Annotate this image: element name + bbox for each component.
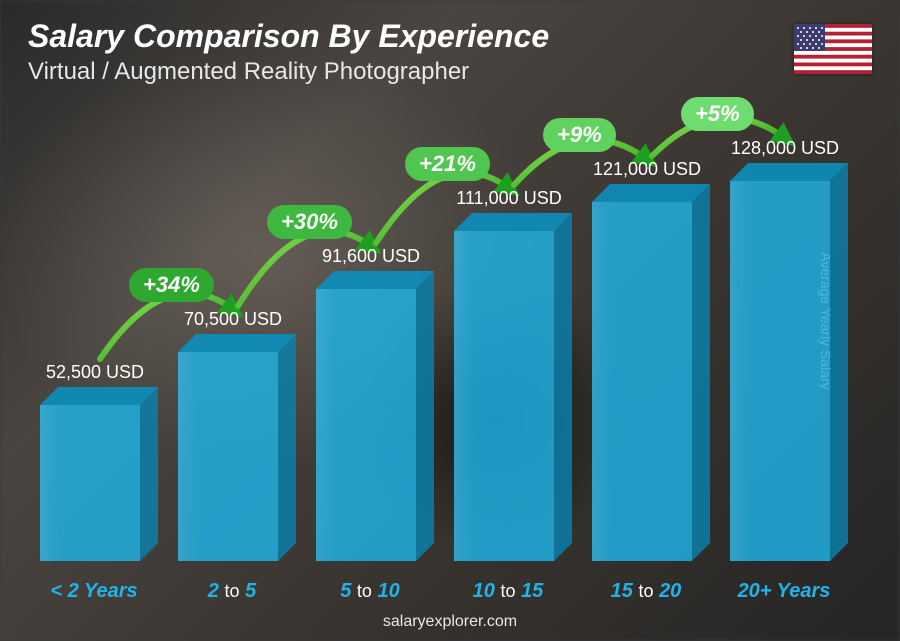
pct-badge: +5%	[681, 97, 754, 131]
content-layer: Salary Comparison By Experience Virtual …	[0, 0, 900, 641]
chart-title: Salary Comparison By Experience	[28, 18, 549, 55]
bar	[444, 231, 564, 561]
bar	[306, 289, 426, 561]
bar-value-label: 121,000 USD	[577, 159, 717, 180]
x-axis-label: 20+ Years	[715, 580, 853, 603]
pct-badge: +21%	[405, 147, 490, 181]
bar	[582, 202, 702, 561]
bar-value-label: 91,600 USD	[301, 246, 441, 267]
pct-badge: +30%	[267, 205, 352, 239]
bar-chart: 52,500 USD70,500 USD91,600 USD111,000 US…	[30, 100, 860, 561]
bar-value-label: 70,500 USD	[163, 309, 303, 330]
bar	[30, 405, 150, 561]
chart-subtitle: Virtual / Augmented Reality Photographer	[28, 58, 469, 86]
bar-value-label: 128,000 USD	[715, 138, 855, 159]
flag-icon	[794, 24, 872, 74]
footer-source: salaryexplorer.com	[0, 613, 900, 631]
pct-badge: +9%	[543, 118, 616, 152]
bar-value-label: 111,000 USD	[439, 188, 579, 209]
x-axis-label: < 2 Years	[25, 580, 163, 603]
bar-value-label: 52,500 USD	[25, 362, 165, 383]
x-axis-label: 15 to 20	[577, 580, 715, 603]
x-axis-label: 5 to 10	[301, 580, 439, 603]
pct-badge: +34%	[129, 268, 214, 302]
x-axis-label: 10 to 15	[439, 580, 577, 603]
bar	[168, 352, 288, 561]
x-axis-label: 2 to 5	[163, 580, 301, 603]
bar	[720, 181, 840, 561]
